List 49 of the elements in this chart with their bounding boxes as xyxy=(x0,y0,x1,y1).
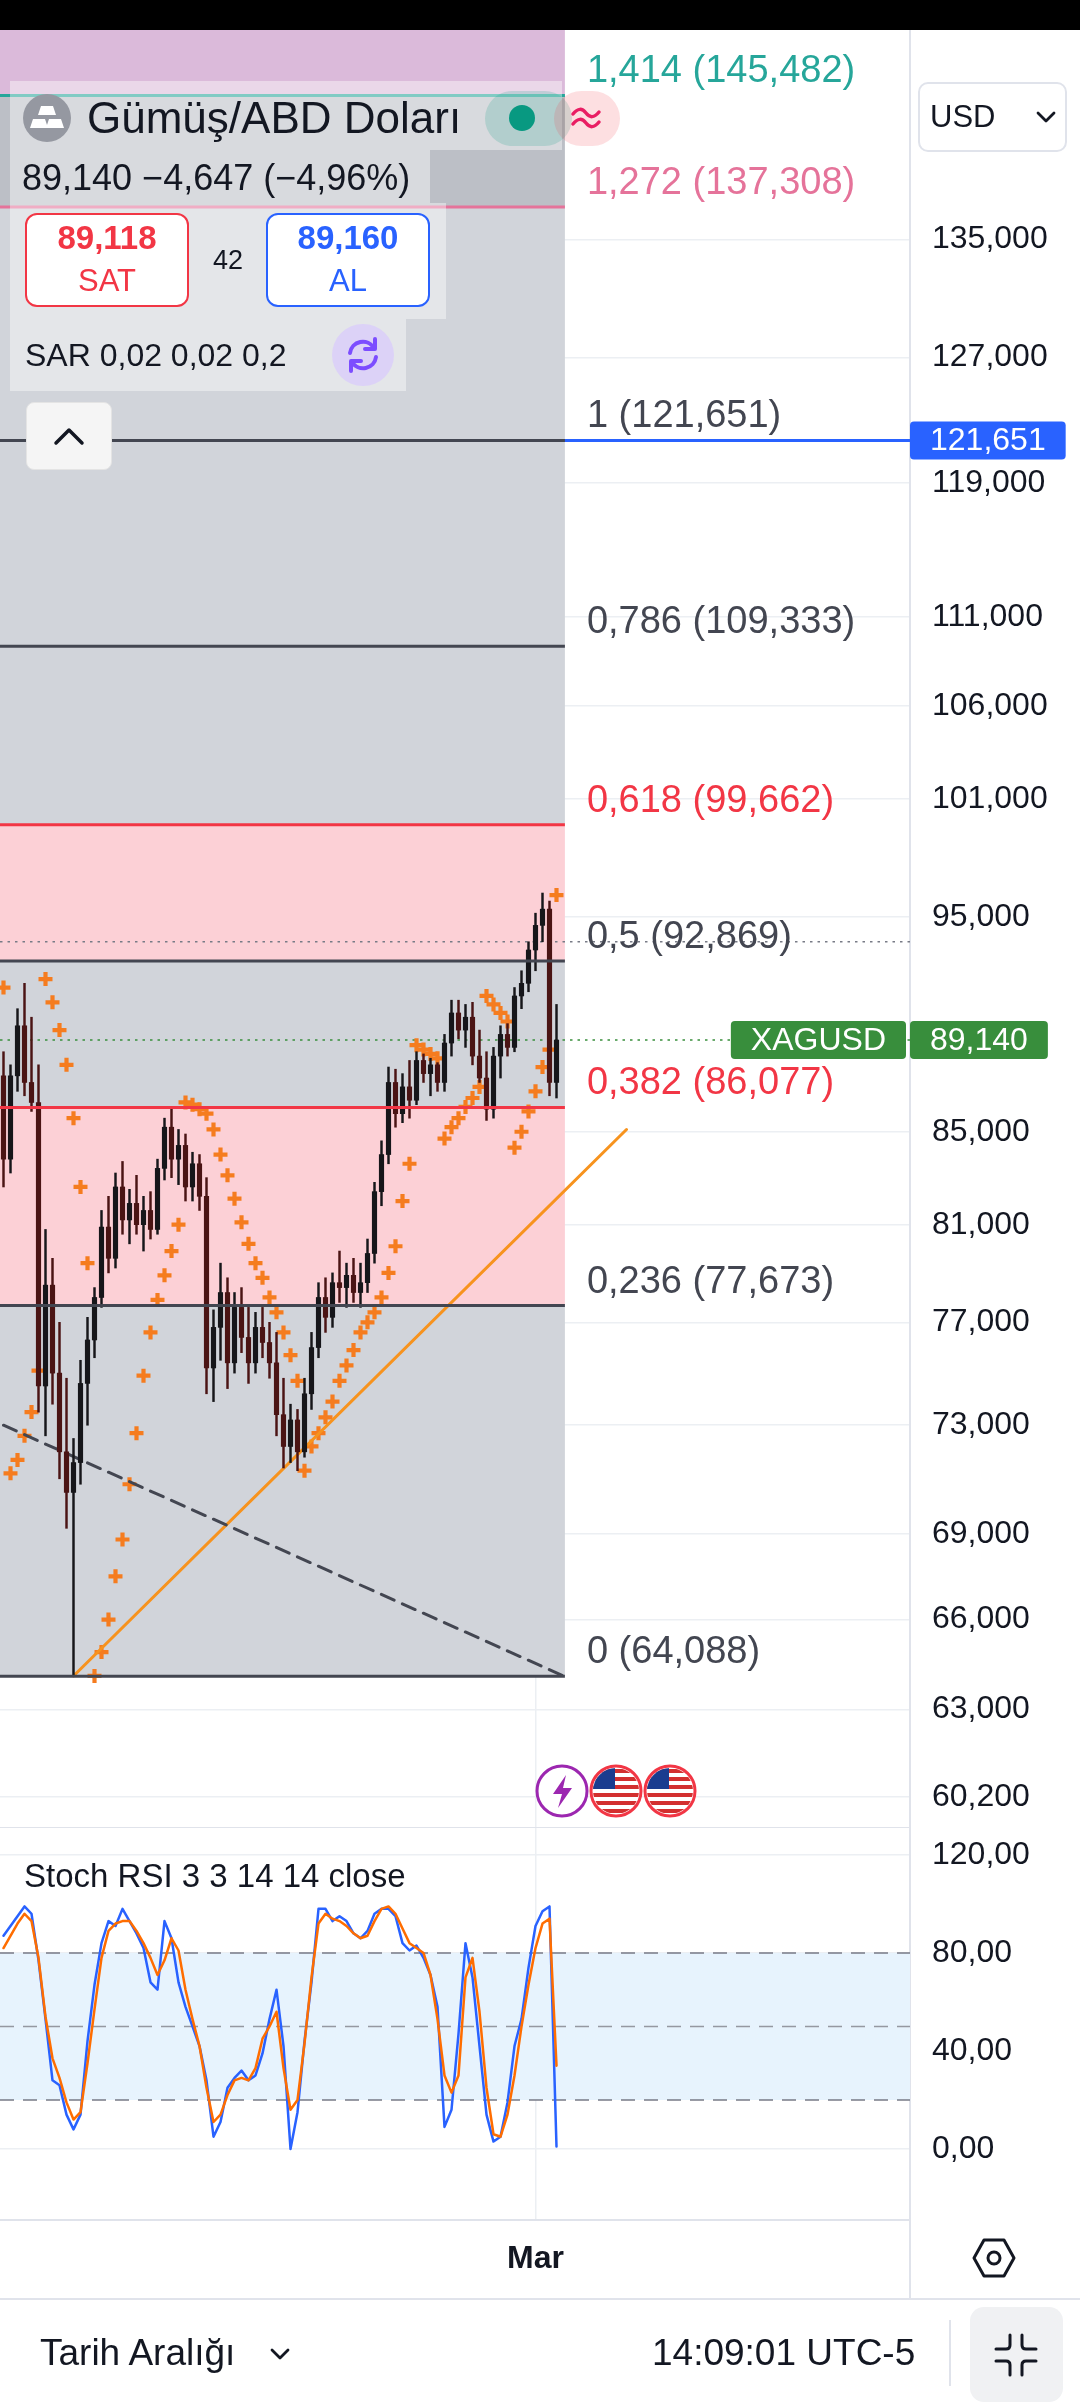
y-tick-label: 106,000 xyxy=(932,685,1048,722)
y-tick-label: 0,00 xyxy=(932,2128,995,2165)
ref-line-label: 1,414 (145,482) xyxy=(586,48,856,91)
candlestick xyxy=(175,1129,182,1185)
y-tick-label: 73,000 xyxy=(932,1405,1030,1442)
y-tick-label: 69,000 xyxy=(932,1513,1030,1550)
y-tick-label: 85,000 xyxy=(932,1111,1030,1148)
y-tick-label: 127,000 xyxy=(932,337,1048,374)
annotation: 89,160 xyxy=(297,218,399,258)
y-tick-label: 119,000 xyxy=(932,462,1046,499)
y-tick-label: 81,000 xyxy=(932,1204,1030,1241)
y-tick-label: 135,000 xyxy=(932,219,1048,256)
candlestick xyxy=(427,1057,434,1097)
ref-line-label: 0,236 (77,673) xyxy=(586,1258,835,1301)
y-tick-label: 111,000 xyxy=(932,596,1043,633)
candlestick xyxy=(28,1016,35,1112)
ref-line-label: 1 (121,651) xyxy=(586,393,782,436)
text: Stoch RSI 3 3 14 14 close xyxy=(24,1856,406,1896)
ref-line-label: 0,5 (92,869) xyxy=(586,913,792,956)
annotation: SAT xyxy=(78,262,136,300)
x-tick-label: Mar xyxy=(507,2239,564,2276)
ref-line-label: 0,618 (99,662) xyxy=(586,777,835,820)
y-tick-label: 63,000 xyxy=(932,1689,1030,1726)
annotation: 89,118 xyxy=(57,218,157,258)
annotation: 42 xyxy=(212,243,244,277)
y-tick-label: 80,00 xyxy=(932,1932,1013,1969)
ref-line-label: 0 (64,088) xyxy=(586,1629,761,1672)
text: Tarih Aralığı xyxy=(40,2330,236,2375)
y-tick-label: 60,200 xyxy=(932,1776,1030,1813)
text: USD xyxy=(930,98,996,136)
ref-line-label: 0,382 (86,077) xyxy=(586,1060,835,1103)
text: Gümüş/ABD Doları xyxy=(87,91,462,144)
candlestick xyxy=(336,1250,343,1303)
annotation: AL xyxy=(329,262,367,300)
ref-line-label: 89,140 xyxy=(930,1020,1028,1057)
annotation: XAGUSD xyxy=(750,1020,886,1057)
text: 14:09:01 UTC-5 xyxy=(652,2330,916,2375)
ref-line-label: 0,786 (109,333) xyxy=(586,599,856,642)
y-tick-label: 77,000 xyxy=(932,1302,1030,1339)
ref-line-label: 1,272 (137,308) xyxy=(586,159,856,202)
ref-line-label: 121,651 xyxy=(930,421,1046,458)
candlestick xyxy=(70,1438,77,1677)
y-tick-label: 120,00 xyxy=(932,1834,1030,1871)
y-tick-label: 66,000 xyxy=(932,1599,1030,1636)
text: 89,140 −4,647 (−4,96%) xyxy=(22,156,411,200)
y-tick-label: 95,000 xyxy=(932,897,1030,934)
annotation: SAR 0,02 0,02 0,2 xyxy=(25,335,287,375)
y-tick-label: 101,000 xyxy=(932,778,1048,815)
y-tick-label: 40,00 xyxy=(932,2030,1013,2067)
